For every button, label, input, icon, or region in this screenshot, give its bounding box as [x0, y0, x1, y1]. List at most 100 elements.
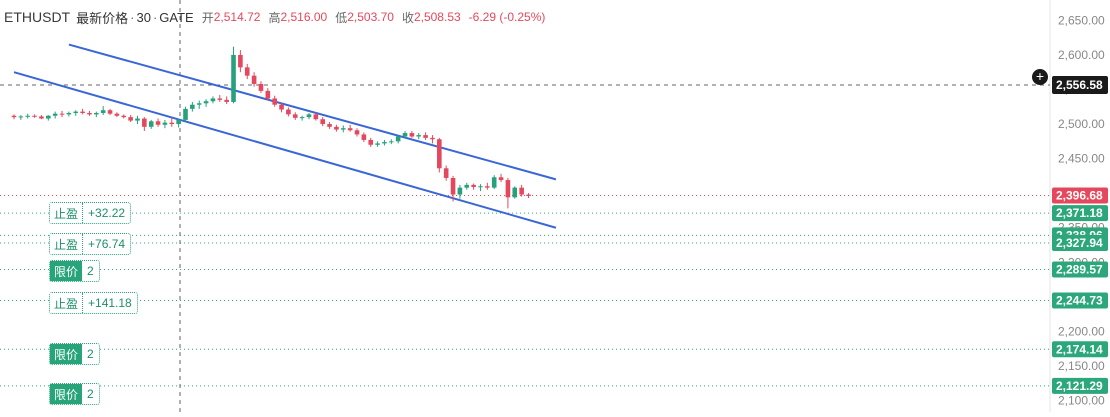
limit-order-tag[interactable]: 限价 2	[49, 383, 100, 405]
candle-body	[32, 115, 37, 117]
order-pnl-value: +76.74	[88, 237, 126, 251]
candle-body	[203, 101, 209, 104]
open-label: 开	[201, 10, 214, 25]
order-price-label-bg	[1052, 292, 1108, 309]
chart-title: 最新价格	[76, 10, 129, 26]
candle-body	[382, 142, 387, 144]
order-pnl-value: +141.18	[88, 296, 132, 310]
order-quantity-value: 2	[87, 387, 94, 401]
y-tick-label: 2,450.00	[1058, 152, 1105, 166]
candle-body	[107, 110, 113, 114]
candle-body	[437, 139, 442, 169]
limit-order-tag[interactable]: 限价 2	[49, 343, 100, 365]
take-profit-order-tag[interactable]: 止盈 +32.22	[49, 202, 132, 224]
order-price-label: 2,289.57	[1056, 263, 1103, 277]
candle-body	[190, 104, 195, 109]
open-value: 2,514.72	[213, 10, 261, 24]
candle-body	[272, 98, 277, 105]
order-price-label-bg	[1052, 261, 1108, 278]
candle-body	[368, 139, 374, 145]
crosshair-price-label-bg	[1052, 75, 1108, 94]
order-price-label: 2,371.18	[1056, 206, 1103, 220]
candle-body	[183, 108, 188, 120]
order-type-label: 止盈	[50, 234, 84, 254]
order-price-label: 2,121.29	[1056, 379, 1103, 393]
candle-body	[443, 168, 449, 178]
candle-body	[258, 83, 264, 91]
candle-body	[251, 75, 257, 84]
y-tick-label: 2,200.00	[1058, 324, 1105, 338]
candle-body	[100, 110, 106, 113]
take-profit-order-tag[interactable]: 止盈 +76.74	[49, 233, 132, 255]
order-pnl-value: +32.22	[88, 206, 126, 220]
candle-body	[238, 54, 243, 68]
high-label: 高	[268, 10, 281, 25]
candle-body	[526, 194, 531, 196]
order-type-label: 限价	[50, 261, 83, 281]
candle-body	[334, 126, 339, 130]
candle-body	[155, 121, 161, 125]
candle-body	[512, 187, 518, 198]
candle-body	[478, 186, 483, 188]
low-value: 2,503.70	[347, 10, 394, 24]
low-label: 低	[335, 10, 348, 25]
candle-body	[87, 112, 92, 115]
candle-body	[169, 122, 175, 125]
candle-body	[128, 117, 133, 121]
candle-body	[279, 104, 284, 110]
close-value: 2,508.53	[413, 10, 461, 24]
candle-body	[80, 111, 85, 113]
candle-body	[491, 177, 497, 188]
candle-body	[73, 111, 79, 113]
interval-label[interactable]: 30	[136, 9, 151, 25]
take-profit-order-tag[interactable]: 止盈 +141.18	[49, 292, 138, 314]
y-tick-label: 2,600.00	[1058, 48, 1105, 62]
order-price-label: 2,174.14	[1056, 342, 1103, 356]
candle-body	[354, 130, 360, 135]
candle-body	[135, 118, 140, 121]
candle-body	[52, 113, 58, 116]
exchange-label: GATE	[159, 9, 194, 25]
candle-body	[121, 115, 127, 118]
last-price-label-bg	[1052, 187, 1108, 204]
order-quantity-value: 2	[87, 347, 94, 361]
candle-body	[18, 116, 24, 118]
candle-body	[46, 115, 51, 119]
candle-body	[59, 113, 65, 115]
order-price-label: 2,244.73	[1056, 294, 1103, 308]
y-tick-label: 2,500.00	[1058, 117, 1105, 131]
candle-body	[361, 134, 367, 140]
candle-body	[265, 90, 271, 99]
order-type-label: 止盈	[50, 293, 84, 313]
candle-body	[224, 99, 229, 102]
candle-body	[176, 119, 181, 125]
high-value: 2,516.00	[280, 10, 328, 24]
symbol-label: ETHUSDT	[4, 9, 71, 25]
trend-channel-line[interactable]	[68, 43, 557, 181]
candle-body	[389, 141, 394, 143]
candle-body	[409, 133, 415, 137]
candle-body	[327, 124, 332, 127]
order-type-label: 止盈	[50, 203, 84, 223]
chart-header: ETHUSDT 最新价格 · 30 · GATE 开 2,514.72 高 2,51…	[4, 8, 545, 26]
candle-body	[196, 103, 202, 105]
candle-body	[299, 117, 305, 119]
candle-body	[306, 114, 312, 118]
candle-body	[471, 184, 476, 187]
candle-body	[286, 109, 291, 115]
candle-body	[162, 122, 168, 125]
order-quantity-value: 2	[87, 264, 94, 278]
limit-order-tag[interactable]: 限价 2	[49, 260, 100, 282]
plus-circle-icon[interactable]: +	[1032, 69, 1048, 85]
order-price-label-bg	[1052, 234, 1108, 251]
trend-channel-line[interactable]	[13, 71, 557, 229]
candle-body	[39, 116, 44, 119]
candle-body	[320, 119, 325, 125]
candle-body	[11, 115, 17, 118]
candle-body	[25, 115, 31, 117]
candle-body	[423, 135, 428, 138]
candle-body	[485, 186, 490, 188]
crosshair-price-label: 2,556.58	[1056, 78, 1103, 92]
